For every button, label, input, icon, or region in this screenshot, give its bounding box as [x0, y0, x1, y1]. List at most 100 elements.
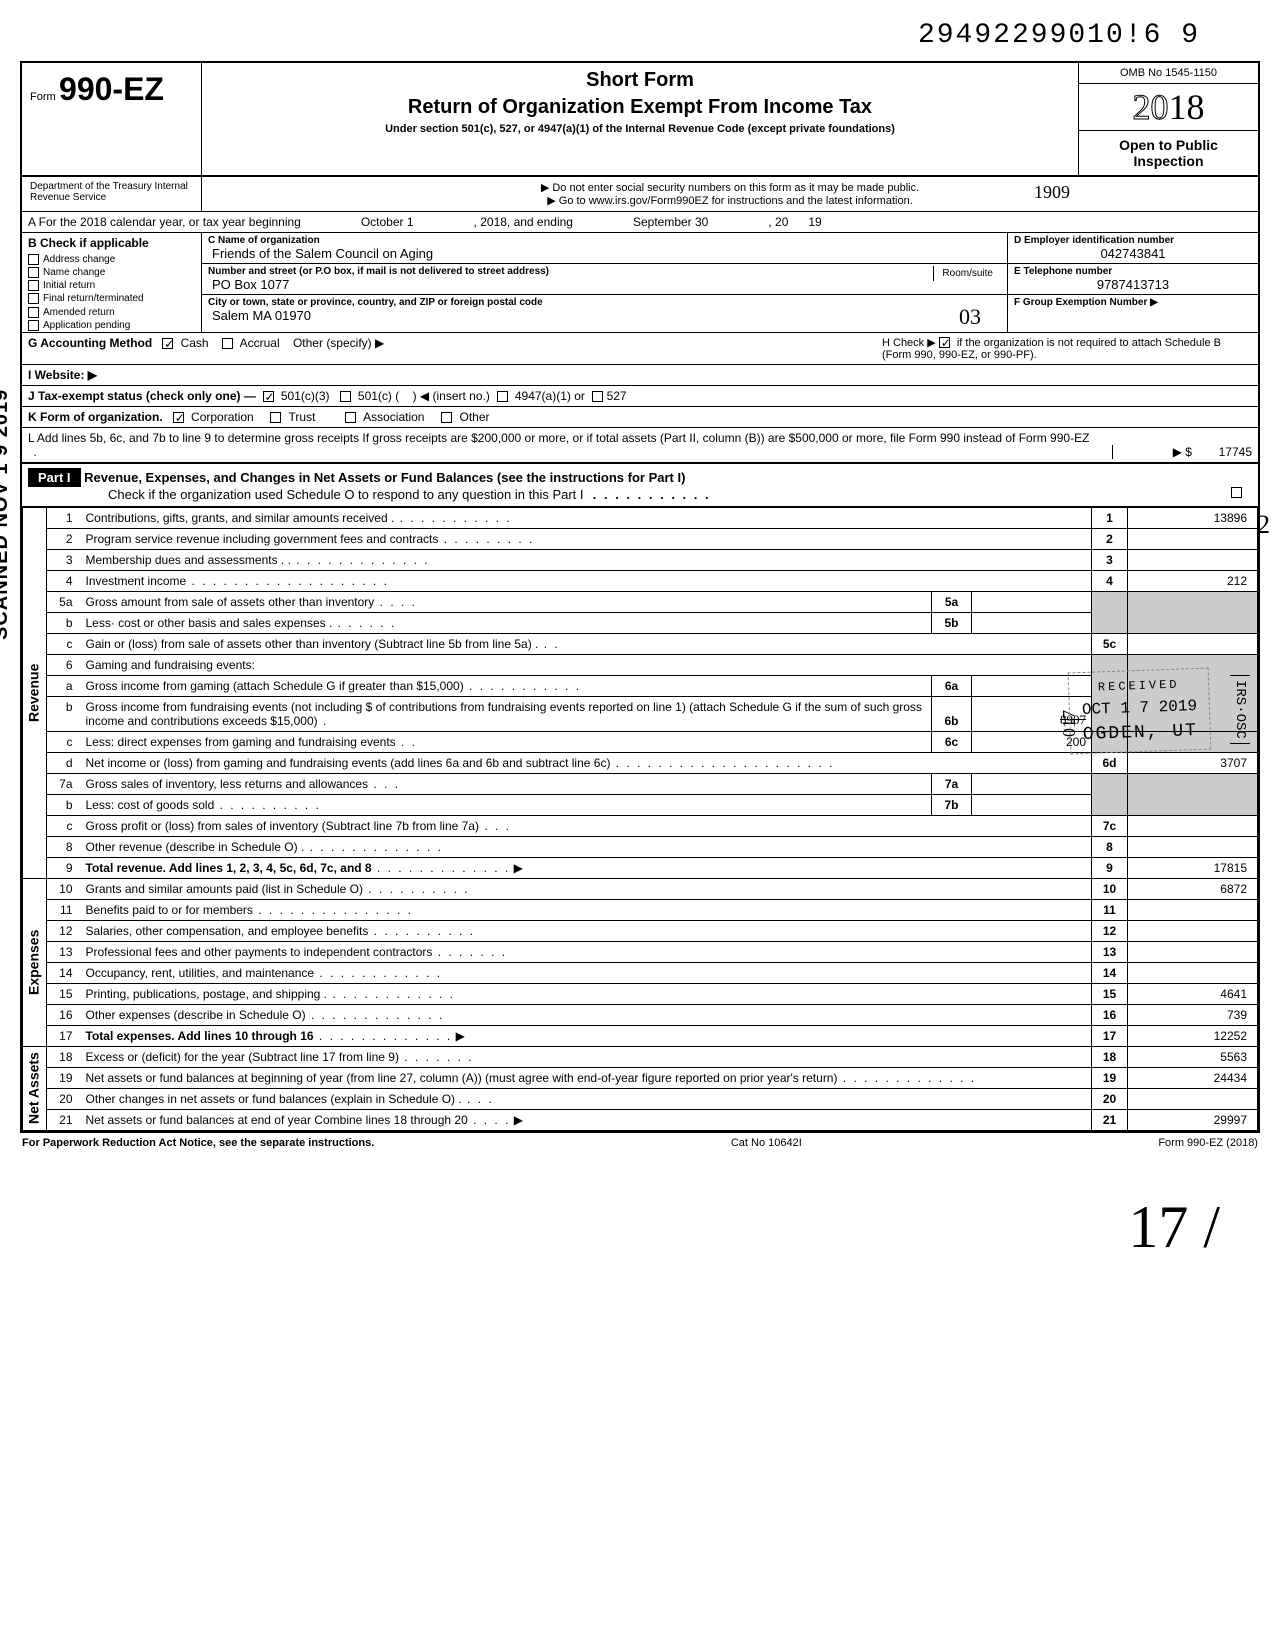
- phone-value: 9787413713: [1014, 277, 1252, 292]
- handwritten-03: 03: [959, 304, 981, 330]
- checkbox-initial-return[interactable]: Initial return: [22, 279, 201, 292]
- row-a-prefix: A For the 2018 calendar year, or tax yea…: [28, 215, 301, 229]
- line-18-desc: Excess or (deficit) for the year (Subtra…: [81, 1046, 1092, 1067]
- row-l-arrow: ▶ $: [1173, 445, 1192, 459]
- ein-label: D Employer identification number: [1014, 235, 1252, 246]
- line-16-desc: Other expenses (describe in Schedule O) …: [81, 1004, 1092, 1025]
- checkbox-final-return[interactable]: Final return/terminated: [22, 292, 201, 305]
- line-6d-desc: Net income or (loss) from gaming and fun…: [81, 752, 1092, 773]
- row-a-end: September 30: [633, 215, 708, 229]
- line-21-val: 29997: [1128, 1109, 1258, 1130]
- line-5a-desc: Gross amount from sale of assets other t…: [81, 591, 932, 612]
- row-j-tax-exempt: J Tax-exempt status (check only one) — 5…: [28, 389, 1252, 403]
- line-4-val: 212: [1128, 570, 1258, 591]
- title-cell: Short Form Return of Organization Exempt…: [202, 63, 1078, 175]
- line-num: 1: [47, 507, 81, 528]
- phone-label: E Telephone number: [1014, 266, 1252, 277]
- revenue-vert-label: Revenue: [23, 507, 47, 878]
- row-a-tax-year: A For the 2018 calendar year, or tax yea…: [22, 212, 1258, 233]
- line-6d-val: 3707: [1128, 752, 1258, 773]
- ein-value: 042743841: [1014, 246, 1252, 261]
- room-suite-label: Room/suite: [933, 266, 1001, 281]
- checkbox-schedule-o[interactable]: [1231, 487, 1242, 498]
- bottom-handwriting: 17 /: [20, 1193, 1260, 1262]
- form-number-cell: Form 990-EZ: [22, 63, 202, 175]
- checkbox-association[interactable]: [345, 412, 356, 423]
- group-exemption-label: F Group Exemption Number ▶: [1014, 297, 1252, 308]
- handwritten-year: 1909: [1034, 182, 1070, 203]
- line-12-desc: Salaries, other compensation, and employ…: [81, 920, 1092, 941]
- row-l-gross-receipts: L Add lines 5b, 6c, and 7b to line 9 to …: [22, 428, 1258, 464]
- checkbox-corporation[interactable]: [173, 412, 184, 423]
- checkbox-501c3[interactable]: [263, 391, 274, 402]
- tracking-number: 29492299010!6 9: [20, 20, 1260, 51]
- open-to-public: Open to Public Inspection: [1079, 131, 1258, 175]
- col-b-header: B Check if applicable: [22, 233, 201, 253]
- line-11-desc: Benefits paid to or for members . . . . …: [81, 899, 1092, 920]
- row-k-form-org: K Form of organization. Corporation Trus…: [28, 410, 1252, 424]
- omb-number: OMB No 1545-1150: [1079, 63, 1258, 84]
- line-9-desc: Total revenue. Add lines 1, 2, 3, 4, 5c,…: [81, 857, 1092, 878]
- dept-cell: Department of the Treasury Internal Reve…: [22, 177, 202, 211]
- line-5a-subval: [972, 591, 1092, 612]
- line-4-desc: Investment income . . . . . . . . . . . …: [81, 570, 1092, 591]
- row-a-yy: 19: [808, 215, 821, 229]
- part1-badge: Part I: [28, 468, 81, 487]
- line-15-val: 4641: [1128, 983, 1258, 1004]
- checkbox-other-org[interactable]: [441, 412, 452, 423]
- line-2-desc: Program service revenue including govern…: [81, 528, 1092, 549]
- line-5c-desc: Gain or (loss) from sale of assets other…: [81, 633, 1092, 654]
- line-10-val: 6872: [1128, 878, 1258, 899]
- subtitle: Under section 501(c), 527, or 4947(a)(1)…: [212, 123, 1068, 135]
- org-name-value: Friends of the Salem Council on Aging: [208, 246, 1001, 261]
- row-a-mid: , 2018, and ending: [474, 215, 573, 229]
- line-8-desc: Other revenue (describe in Schedule O) .…: [81, 836, 1092, 857]
- line-7c-desc: Gross profit or (loss) from sales of inv…: [81, 815, 1092, 836]
- line-15-desc: Printing, publications, postage, and shi…: [81, 983, 1092, 1004]
- line-19-desc: Net assets or fund balances at beginning…: [81, 1067, 1092, 1088]
- line-1-desc: Contributions, gifts, grants, and simila…: [81, 507, 1092, 528]
- footer-row: For Paperwork Reduction Act Notice, see …: [20, 1133, 1260, 1153]
- right-header-cell: OMB No 1545-1150 2018 Open to Public Ins…: [1078, 63, 1258, 175]
- goto-url: ▶ Go to www.irs.gov/Form990EZ for instru…: [206, 194, 1254, 207]
- city-label: City or town, state or province, country…: [208, 297, 1001, 308]
- scanned-date-stamp: SCANNED NOV 1 9 2019: [0, 389, 13, 640]
- tax-year: 2018: [1079, 84, 1258, 131]
- checkbox-name-change[interactable]: Name change: [22, 266, 201, 279]
- col-b-check-applicable: B Check if applicable Address change Nam…: [22, 233, 202, 332]
- line-6c-desc: Less: direct expenses from gaming and fu…: [81, 731, 932, 752]
- checkbox-trust[interactable]: [270, 412, 281, 423]
- line-13-desc: Professional fees and other payments to …: [81, 941, 1092, 962]
- line-5c-val: [1128, 633, 1258, 654]
- street-label: Number and street (or P.O box, if mail i…: [208, 266, 1001, 277]
- checkbox-h[interactable]: [939, 337, 950, 348]
- received-stamp: RECEIVED OCT 1 7 2019 OGDEN, UT: [1067, 668, 1211, 755]
- line-3-desc: Membership dues and assessments . . . . …: [81, 549, 1092, 570]
- checkbox-amended-return[interactable]: Amended return: [22, 306, 201, 319]
- line-21-desc: Net assets or fund balances at end of ye…: [81, 1109, 1092, 1130]
- row-l-value: 17745: [1219, 445, 1252, 459]
- col-c-org-info: C Name of organization Friends of the Sa…: [202, 233, 1008, 332]
- form-number: 990-EZ: [59, 71, 164, 107]
- line-17-val: 12252: [1128, 1025, 1258, 1046]
- form-990ez: Form 990-EZ Short Form Return of Organiz…: [20, 61, 1260, 1133]
- line-7a-desc: Gross sales of inventory, less returns a…: [81, 773, 932, 794]
- received-location: OGDEN, UT: [1082, 721, 1198, 745]
- line-10-desc: Grants and similar amounts paid (list in…: [81, 878, 1092, 899]
- checkbox-application-pending[interactable]: Application pending: [22, 319, 201, 332]
- checkbox-cash[interactable]: [162, 338, 173, 349]
- net-assets-vert-label: Net Assets: [23, 1046, 47, 1130]
- line-2-val: [1128, 528, 1258, 549]
- checkbox-4947[interactable]: [497, 391, 508, 402]
- line-5a-sub: 5a: [932, 591, 972, 612]
- expenses-vert-label: Expenses: [23, 878, 47, 1046]
- line-20-desc: Other changes in net assets or fund bala…: [81, 1088, 1092, 1109]
- checkbox-address-change[interactable]: Address change: [22, 253, 201, 266]
- checkbox-501c[interactable]: [340, 391, 351, 402]
- part1-title: Revenue, Expenses, and Changes in Net As…: [84, 470, 685, 485]
- checkbox-accrual[interactable]: [222, 338, 233, 349]
- col-de: D Employer identification number 0427438…: [1008, 233, 1258, 332]
- row-g-accounting: G Accounting Method Cash Accrual Other (…: [28, 336, 882, 361]
- line-19-val: 24434: [1128, 1067, 1258, 1088]
- checkbox-527[interactable]: [592, 391, 603, 402]
